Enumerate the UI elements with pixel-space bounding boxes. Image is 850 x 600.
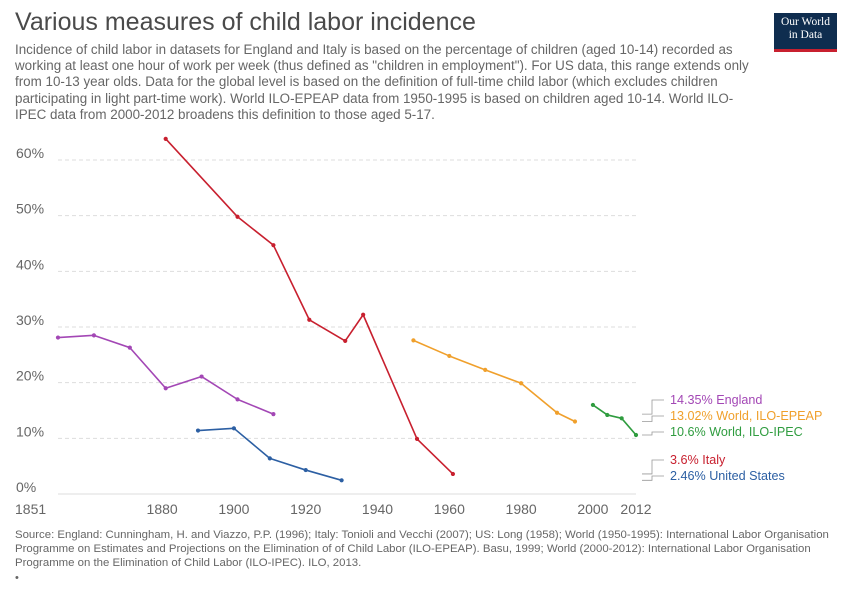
end-labels: 14.35% England 3.6% Italy 2.46% United Sta… <box>642 393 822 483</box>
data-point[interactable] <box>163 136 168 141</box>
x-tick-label: 1900 <box>218 501 249 517</box>
data-point[interactable] <box>195 428 201 433</box>
data-point[interactable] <box>271 412 276 417</box>
chart-title: Various measures of child labor incidenc… <box>15 8 476 36</box>
logo-line-2: in Data <box>788 29 823 41</box>
grid-lines <box>58 159 636 495</box>
data-point[interactable] <box>483 367 488 372</box>
data-point[interactable] <box>447 353 452 359</box>
data-point[interactable] <box>235 214 240 219</box>
x-tick-label: 2012 <box>620 501 651 517</box>
data-point[interactable] <box>605 412 610 418</box>
series-end-label[interactable]: 2.46% United States <box>670 469 785 483</box>
x-tick-label: 1920 <box>290 501 321 517</box>
y-tick-label: 20% <box>16 368 44 384</box>
source-note: Source: England: Cunningham, H. and Viaz… <box>15 529 829 570</box>
series-line[interactable] <box>57 334 274 415</box>
label-connector <box>642 475 664 481</box>
data-point[interactable] <box>361 312 366 317</box>
data-point[interactable] <box>450 471 456 477</box>
series-line[interactable] <box>197 427 342 482</box>
data-point[interactable] <box>231 426 237 431</box>
x-tick-label: 1851 <box>15 501 46 517</box>
x-tick-label: 1940 <box>362 501 393 517</box>
chart-subtitle: Incidence of child labor in datasets for… <box>15 42 749 122</box>
x-tick-label: 1880 <box>147 501 178 517</box>
x-tick-label: 1960 <box>434 501 465 517</box>
series-line[interactable] <box>413 339 576 423</box>
data-point[interactable] <box>411 338 416 343</box>
y-tick-label: 60% <box>16 145 44 161</box>
data-point[interactable] <box>339 478 344 483</box>
x-tick-label: 2000 <box>577 501 608 517</box>
label-connector <box>642 431 664 436</box>
data-point[interactable] <box>271 243 276 248</box>
series-end-label[interactable]: 13.02% World, ILO-EPEAP <box>670 409 822 423</box>
footer-bullet: • <box>15 572 19 584</box>
y-tick-label: 40% <box>16 256 44 272</box>
label-connector <box>642 459 664 475</box>
data-point[interactable] <box>55 335 61 340</box>
series-end-label[interactable]: 14.35% England <box>670 393 762 407</box>
data-point[interactable] <box>343 338 348 344</box>
data-point[interactable] <box>127 345 132 350</box>
series-end-label[interactable]: 3.6% Italy <box>670 453 726 467</box>
data-point[interactable] <box>307 317 312 322</box>
series-line[interactable] <box>592 404 637 436</box>
series-end-label[interactable]: 10.6% World, ILO-IPEC <box>670 425 803 439</box>
logo-accent-bar <box>774 49 837 52</box>
data-point[interactable] <box>267 456 272 461</box>
data-point[interactable] <box>91 333 97 338</box>
data-point[interactable] <box>163 386 168 391</box>
data-point[interactable] <box>554 410 560 415</box>
y-tick-label: 10% <box>16 423 44 439</box>
y-tick-label: 30% <box>16 312 44 328</box>
data-point[interactable] <box>414 436 420 441</box>
x-tick-label: 1980 <box>506 501 537 517</box>
data-point[interactable] <box>303 467 308 473</box>
data-point[interactable] <box>633 432 639 438</box>
y-axis-ticks: 0% 10% 20% 30% 40% 50% 60% <box>16 145 44 495</box>
series-line[interactable] <box>165 138 454 475</box>
y-tick-label: 50% <box>16 201 44 217</box>
data-point[interactable] <box>519 381 524 386</box>
logo-line-1: Our World <box>780 16 830 28</box>
label-connector <box>642 415 664 422</box>
owid-logo[interactable]: Our World in Data <box>774 13 837 52</box>
series-group <box>55 136 639 483</box>
data-point[interactable] <box>199 374 204 379</box>
data-point[interactable] <box>235 397 240 402</box>
y-tick-label: 0% <box>16 479 36 495</box>
x-axis-ticks: 1851 1880 1900 1920 1940 1960 1980 2000 2012 <box>15 501 652 517</box>
data-point[interactable] <box>619 416 624 421</box>
data-point[interactable] <box>572 419 578 424</box>
label-connector <box>642 399 664 415</box>
data-point[interactable] <box>590 402 596 408</box>
